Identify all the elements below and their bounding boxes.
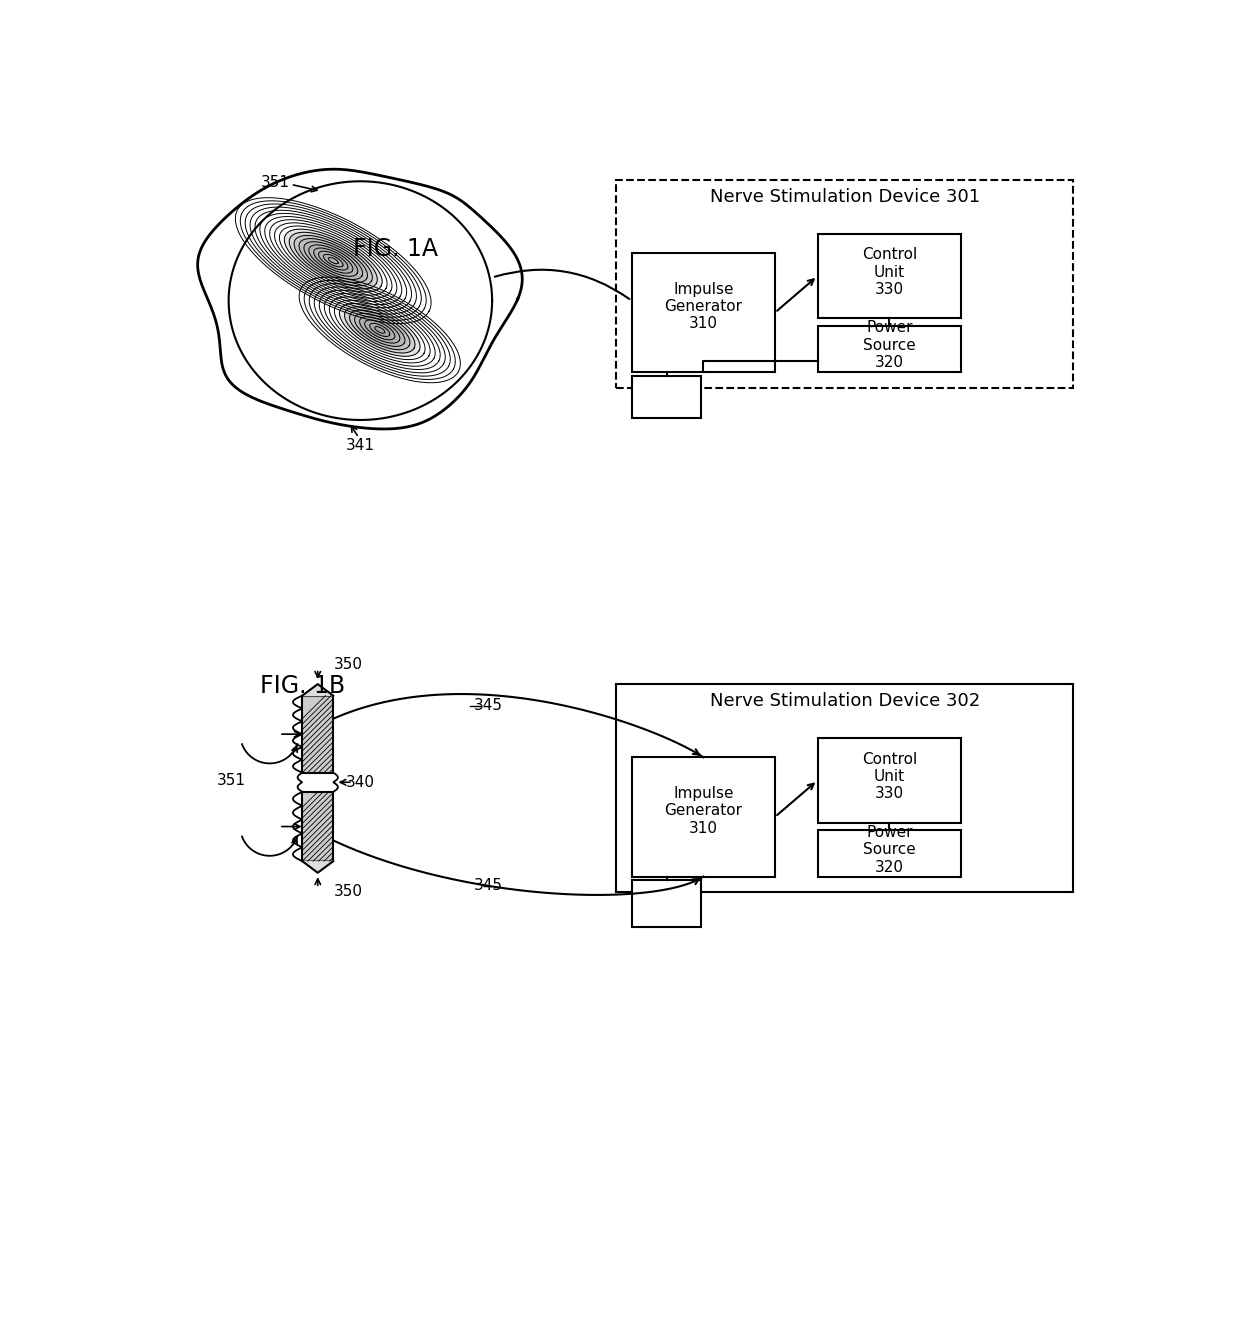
- Polygon shape: [303, 772, 334, 792]
- Bar: [631, 253, 775, 373]
- Polygon shape: [329, 257, 339, 264]
- Text: 345: 345: [474, 878, 502, 893]
- Text: FIG. 1B: FIG. 1B: [259, 673, 345, 697]
- Text: Control
Unit
330: Control Unit 330: [862, 752, 916, 801]
- Bar: [817, 326, 961, 373]
- Polygon shape: [360, 317, 401, 343]
- Polygon shape: [289, 233, 377, 289]
- Bar: [616, 180, 1074, 387]
- Text: Nerve Stimulation Device 302: Nerve Stimulation Device 302: [709, 692, 980, 709]
- Text: FIG. 1A: FIG. 1A: [352, 237, 438, 261]
- Text: Impulse
Generator
310: Impulse Generator 310: [665, 281, 743, 331]
- Text: 351: 351: [217, 773, 246, 788]
- Text: Impulse
Generator
310: Impulse Generator 310: [665, 785, 743, 836]
- Polygon shape: [284, 229, 382, 291]
- Text: 350: 350: [335, 885, 363, 900]
- Bar: [303, 696, 334, 772]
- Polygon shape: [324, 254, 343, 268]
- Polygon shape: [350, 310, 410, 350]
- Polygon shape: [365, 319, 394, 339]
- Polygon shape: [374, 326, 384, 333]
- Bar: [631, 377, 702, 418]
- Polygon shape: [303, 684, 334, 696]
- Polygon shape: [304, 242, 362, 280]
- Bar: [303, 772, 334, 792]
- Text: 350: 350: [335, 658, 363, 672]
- Polygon shape: [299, 238, 367, 282]
- Polygon shape: [370, 323, 389, 337]
- Bar: [631, 757, 775, 877]
- Text: Power
Source
320: Power Source 320: [863, 825, 915, 874]
- Text: Power
Source
320: Power Source 320: [863, 321, 915, 370]
- Polygon shape: [294, 236, 372, 286]
- Bar: [817, 737, 961, 823]
- Bar: [817, 831, 961, 877]
- Polygon shape: [319, 252, 348, 270]
- Text: 351: 351: [260, 174, 290, 189]
- Polygon shape: [355, 313, 405, 346]
- Bar: [631, 880, 702, 926]
- Text: 340: 340: [346, 775, 374, 789]
- Text: 345: 345: [474, 699, 502, 713]
- Polygon shape: [309, 245, 357, 277]
- Polygon shape: [303, 861, 334, 873]
- Polygon shape: [345, 306, 415, 353]
- Text: Nerve Stimulation Device 301: Nerve Stimulation Device 301: [709, 188, 980, 206]
- Bar: [616, 684, 1074, 892]
- Bar: [303, 792, 334, 861]
- Polygon shape: [314, 248, 353, 273]
- Polygon shape: [340, 303, 420, 357]
- Text: 341: 341: [346, 438, 374, 453]
- Text: Control
Unit
330: Control Unit 330: [862, 248, 916, 297]
- Bar: [817, 234, 961, 318]
